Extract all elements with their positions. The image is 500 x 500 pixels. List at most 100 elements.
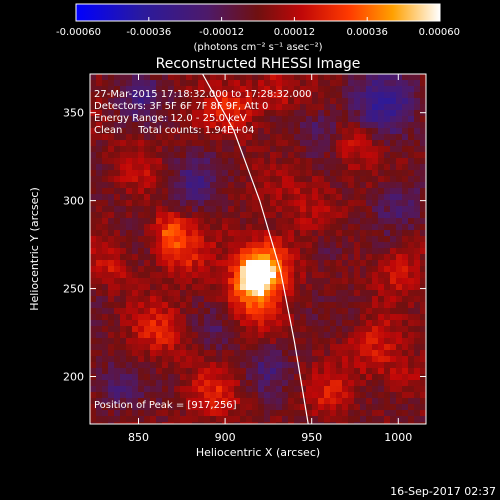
heatmap-cell	[324, 230, 331, 237]
heatmap-cell	[198, 212, 205, 219]
heatmap-cell	[168, 146, 175, 153]
heatmap-cell	[144, 356, 151, 363]
heatmap-cell	[336, 410, 343, 417]
heatmap-cell	[348, 200, 355, 207]
heatmap-cell	[270, 218, 277, 225]
heatmap-cell	[120, 398, 127, 405]
heatmap-cell	[90, 236, 97, 243]
heatmap-cell	[414, 122, 421, 129]
heatmap-cell	[108, 332, 115, 339]
heatmap-cell	[336, 140, 343, 147]
heatmap-cell	[174, 410, 181, 417]
heatmap-cell	[234, 218, 241, 225]
heatmap-cell	[354, 278, 361, 285]
heatmap-cell	[330, 404, 337, 411]
heatmap-cell	[222, 332, 229, 339]
heatmap-cell	[240, 122, 247, 129]
heatmap-cell	[96, 374, 103, 381]
heatmap-cell	[330, 110, 337, 117]
heatmap-cell	[132, 140, 139, 147]
heatmap-cell	[396, 344, 403, 351]
heatmap-cell	[96, 218, 103, 225]
heatmap-cell	[132, 374, 139, 381]
heatmap-cell	[342, 404, 349, 411]
heatmap-cell	[114, 74, 121, 81]
heatmap-cell	[306, 200, 313, 207]
heatmap-cell	[210, 248, 217, 255]
heatmap-cell	[300, 98, 307, 105]
heatmap-cell	[246, 344, 253, 351]
heatmap-cell	[144, 416, 151, 423]
heatmap-cell	[306, 314, 313, 321]
heatmap-cell	[234, 134, 241, 141]
heatmap-cell	[216, 338, 223, 345]
heatmap-cell	[198, 404, 205, 411]
heatmap-cell	[96, 404, 103, 411]
heatmap-cell	[108, 236, 115, 243]
heatmap-cell	[204, 260, 211, 267]
heatmap-cell	[126, 254, 133, 261]
heatmap-cell	[372, 98, 379, 105]
heatmap-cell	[282, 344, 289, 351]
heatmap-cell	[300, 146, 307, 153]
heatmap-cell	[330, 398, 337, 405]
heatmap-cell	[156, 224, 163, 231]
heatmap-cell	[396, 236, 403, 243]
heatmap-cell	[324, 212, 331, 219]
heatmap-cell	[150, 380, 157, 387]
heatmap-cell	[204, 386, 211, 393]
heatmap-cell	[132, 80, 139, 87]
heatmap-cell	[252, 236, 259, 243]
heatmap-cell	[306, 362, 313, 369]
heatmap-cell	[264, 122, 271, 129]
heatmap-cell	[294, 254, 301, 261]
heatmap-cell	[330, 266, 337, 273]
heatmap-cell	[132, 230, 139, 237]
heatmap-cell	[204, 272, 211, 279]
heatmap-cell	[402, 188, 409, 195]
heatmap-cell	[384, 224, 391, 231]
heatmap-cell	[210, 314, 217, 321]
heatmap-cell	[390, 80, 397, 87]
heatmap-cell	[174, 194, 181, 201]
heatmap-cell	[330, 344, 337, 351]
heatmap-cell	[390, 206, 397, 213]
heatmap-cell	[234, 200, 241, 207]
heatmap-cell	[144, 248, 151, 255]
heatmap-cell	[126, 326, 133, 333]
heatmap-cell	[342, 302, 349, 309]
heatmap-cell	[102, 290, 109, 297]
heatmap-cell	[246, 128, 253, 135]
heatmap-cell	[210, 278, 217, 285]
heatmap-cell	[276, 350, 283, 357]
heatmap-cell	[210, 164, 217, 171]
heatmap-cell	[366, 392, 373, 399]
heatmap-cell	[228, 368, 235, 375]
heatmap-cell	[150, 416, 157, 423]
heatmap-cell	[324, 110, 331, 117]
heatmap-cell	[126, 212, 133, 219]
heatmap-cell	[294, 188, 301, 195]
heatmap-cell	[288, 98, 295, 105]
heatmap-cell	[270, 302, 277, 309]
heatmap-cell	[204, 182, 211, 189]
heatmap-cell	[342, 206, 349, 213]
heatmap-cell	[120, 146, 127, 153]
heatmap-cell	[360, 200, 367, 207]
heatmap-cell	[120, 248, 127, 255]
heatmap-cell	[168, 116, 175, 123]
heatmap-cell	[186, 116, 193, 123]
heatmap-cell	[228, 260, 235, 267]
heatmap-cell	[204, 116, 211, 123]
heatmap-cell	[348, 248, 355, 255]
heatmap-cell	[252, 260, 259, 267]
heatmap-cell	[168, 236, 175, 243]
heatmap-cell	[144, 392, 151, 399]
heatmap-cell	[156, 284, 163, 291]
heatmap-cell	[366, 332, 373, 339]
heatmap-cell	[246, 218, 253, 225]
heatmap-cell	[216, 86, 223, 93]
heatmap-cell	[408, 392, 415, 399]
heatmap-cell	[90, 152, 97, 159]
